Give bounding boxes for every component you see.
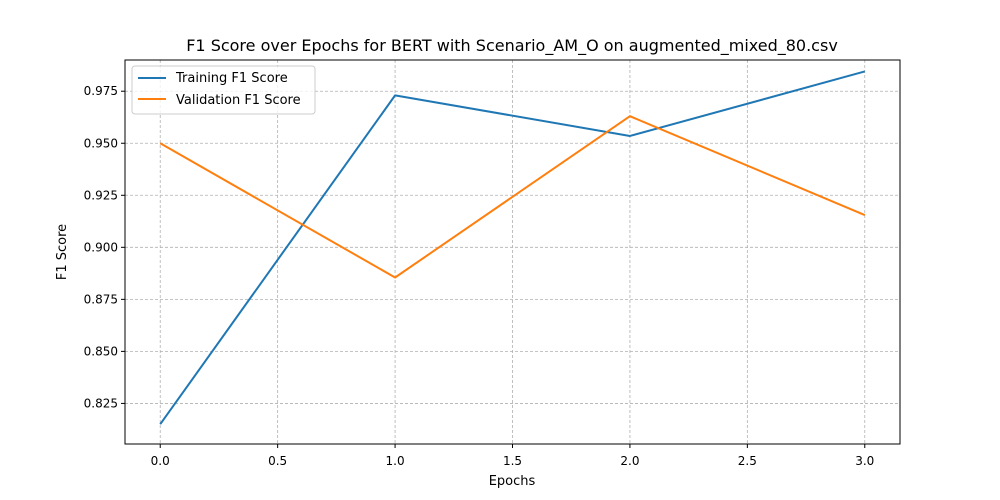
y-tick-label: 0.900: [84, 240, 118, 254]
validation-f1-line: [159, 115, 866, 279]
x-tick-label: 3.0: [855, 454, 874, 468]
legend-label-validation: Validation F1 Score: [176, 93, 301, 108]
x-tick-label: 1.5: [503, 454, 522, 468]
y-axis-label: F1 Score: [55, 224, 70, 280]
x-tick-label: 2.5: [738, 454, 757, 468]
legend: Training F1 Score Validation F1 Score: [131, 65, 316, 115]
training-f1-line: [159, 70, 866, 425]
y-tick-label: 0.975: [84, 84, 118, 98]
x-tick-label: 0.5: [268, 454, 287, 468]
chart-title: F1 Score over Epochs for BERT with Scena…: [186, 36, 838, 56]
y-tick-label: 0.825: [84, 396, 118, 410]
x-axis-ticks: 0.0 0.5 1.0 1.5 2.0 2.5 3.0: [151, 444, 874, 468]
x-tick-label: 2.0: [620, 454, 639, 468]
y-tick-label: 0.875: [84, 292, 118, 306]
y-tick-label: 0.950: [84, 136, 118, 150]
x-tick-label: 1.0: [386, 454, 405, 468]
y-tick-label: 0.925: [84, 188, 118, 202]
y-axis-ticks: 0.825 0.850 0.875 0.900 0.925 0.950 0.975: [84, 84, 125, 410]
legend-box: [131, 65, 316, 115]
legend-label-training: Training F1 Score: [175, 71, 288, 86]
plot-series: [159, 70, 866, 425]
x-tick-label: 0.0: [151, 454, 170, 468]
grid-lines: [125, 60, 900, 444]
x-axis-label: Epochs: [489, 474, 536, 489]
y-tick-label: 0.850: [84, 344, 118, 358]
